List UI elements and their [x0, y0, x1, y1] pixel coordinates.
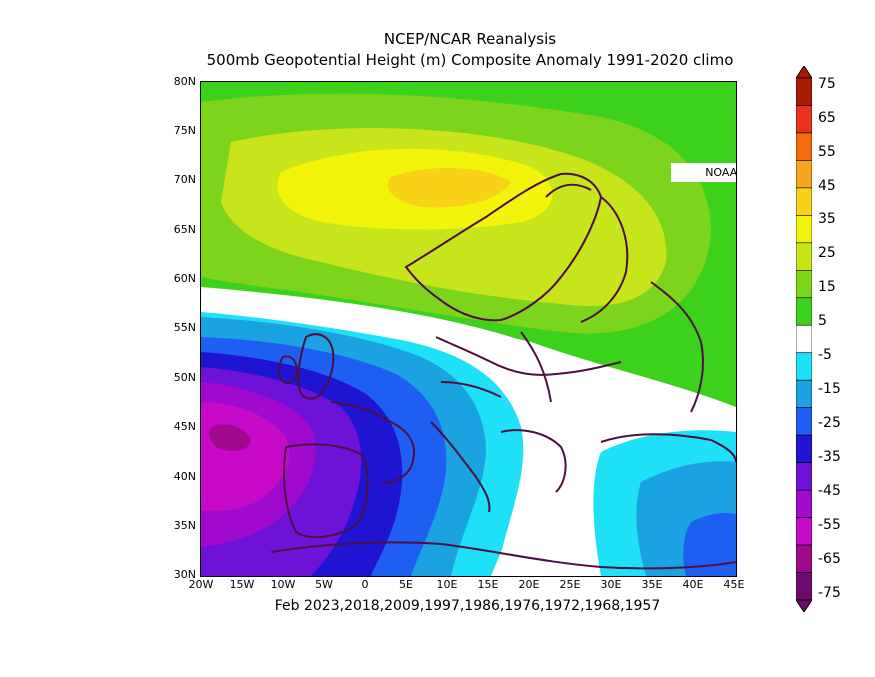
colorbar-label-neg75: -75 — [818, 585, 841, 601]
colorbar-cell — [796, 187, 812, 216]
lat-label-50n: 50N — [173, 371, 196, 384]
lat-label-80n: 80N — [173, 75, 196, 88]
lon-label-5e: 5E — [399, 578, 413, 591]
anomaly-map: NOAA Physical Sciences Laboratory — [200, 81, 737, 577]
colorbar-label-neg5: -5 — [818, 347, 832, 363]
contour-neg25-east — [683, 512, 736, 576]
colorbar-cell — [796, 132, 812, 161]
colorbar-label-neg65: -65 — [818, 551, 841, 567]
colorbar-cell — [796, 517, 812, 546]
colorbar-cell — [796, 489, 812, 518]
lon-label-15e: 15E — [477, 578, 499, 591]
lon-label-35e: 35E — [641, 578, 663, 591]
colorbar-label-35: 35 — [818, 211, 836, 227]
chart-subtitle: 500mb Geopotential Height (m) Composite … — [206, 51, 734, 69]
colorbar-cell — [796, 407, 812, 436]
colorbar-cell — [796, 324, 812, 354]
lon-label-5w: 5W — [315, 578, 333, 591]
lon-label-10e: 10E — [436, 578, 458, 591]
lon-label-20e: 20E — [518, 578, 540, 591]
contour-pos35-core — [387, 167, 511, 208]
colorbar-label-neg25: -25 — [818, 415, 841, 431]
colorbar-label-65: 65 — [818, 110, 836, 126]
colorbar-cell — [796, 215, 812, 244]
colorbar-label-5: 5 — [818, 313, 827, 329]
lat-label-30n: 30N — [173, 568, 196, 581]
colorbar-cell — [796, 352, 812, 381]
lon-label-30e: 30E — [600, 578, 622, 591]
lat-label-35n: 35N — [173, 519, 196, 532]
chart-title: NCEP/NCAR Reanalysis — [383, 30, 557, 48]
colorbar-label-75: 75 — [818, 76, 836, 92]
colorbar-label-neg15: -15 — [818, 381, 841, 397]
colorbar-label-neg45: -45 — [818, 483, 841, 499]
lon-label-25e: 25E — [559, 578, 581, 591]
lat-label-60n: 60N — [173, 272, 196, 285]
lon-label-40e: 40E — [682, 578, 704, 591]
colorbar-label-25: 25 — [818, 245, 836, 261]
lon-label-10w: 10W — [270, 578, 296, 591]
colorbar-cell — [796, 462, 812, 491]
lon-label-15w: 15W — [229, 578, 255, 591]
lon-label-20w: 20W — [188, 578, 214, 591]
lon-label-45e: 45E — [723, 578, 745, 591]
colorbar-label-15: 15 — [818, 279, 836, 295]
lat-label-70n: 70N — [173, 173, 196, 186]
coastlines — [270, 172, 736, 570]
colorbar-label-55: 55 — [818, 144, 836, 160]
lon-label-0: 0 — [361, 578, 369, 591]
map-svg — [201, 82, 736, 576]
colorbar-cell — [796, 160, 812, 189]
composite-years-caption: Feb 2023,2018,2009,1997,1986,1976,1972,1… — [274, 598, 661, 614]
contour-neutral — [201, 287, 736, 576]
colorbar-cell — [796, 242, 812, 271]
colorbar-cell — [796, 77, 812, 106]
colorbar-cell — [796, 297, 812, 326]
colorbar-cell — [796, 379, 812, 408]
colorbar-top-arrow — [796, 66, 812, 79]
colorbar-cell — [796, 434, 812, 463]
colorbar-bottom-arrow — [796, 599, 812, 612]
credit-label: NOAA Physical Sciences Laboratory — [671, 163, 736, 182]
lat-label-75n: 75N — [173, 124, 196, 137]
lat-label-40n: 40N — [173, 470, 196, 483]
colorbar-cell — [796, 270, 812, 299]
colorbar-cell — [796, 572, 812, 601]
lat-label-55n: 55N — [173, 321, 196, 334]
colorbar-label-neg55: -55 — [818, 517, 841, 533]
lat-label-65n: 65N — [173, 223, 196, 236]
colorbar-label-neg35: -35 — [818, 449, 841, 465]
lat-label-45n: 45N — [173, 420, 196, 433]
colorbar-label-45: 45 — [818, 178, 836, 194]
contour-neg75-core — [208, 424, 251, 452]
colorbar-cell — [796, 105, 812, 134]
colorbar-cell — [796, 544, 812, 573]
colorbar — [796, 66, 812, 612]
